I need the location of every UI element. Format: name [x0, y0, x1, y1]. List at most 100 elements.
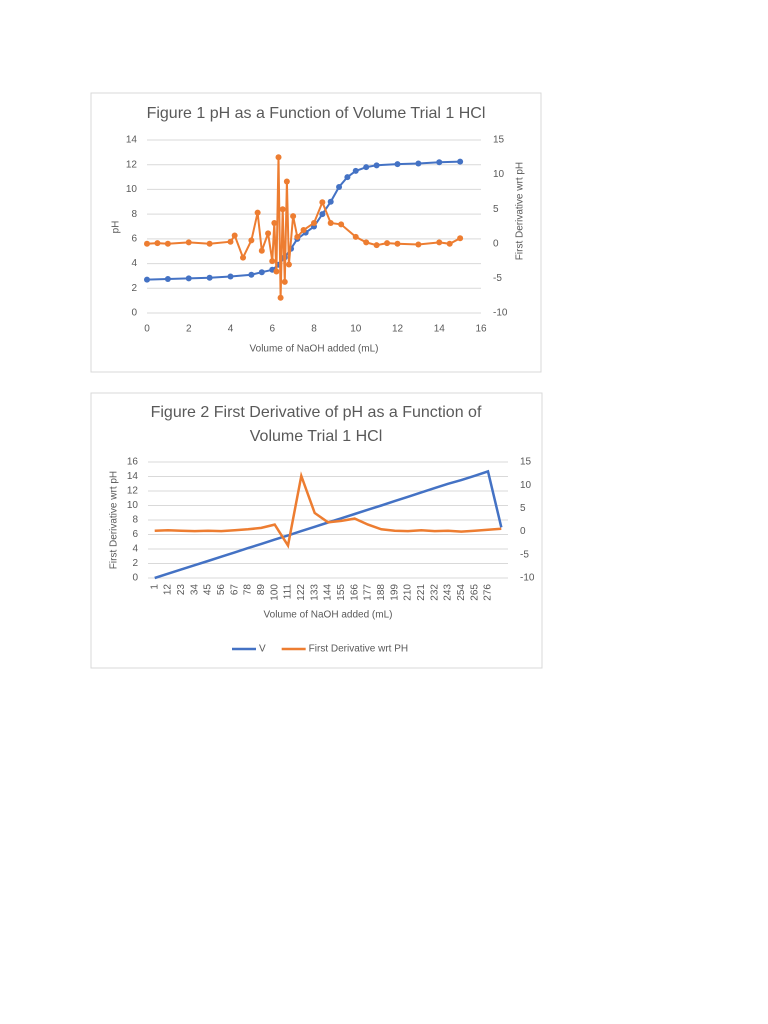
y-tick-label: 0: [132, 573, 138, 584]
point: [164, 240, 171, 247]
point: [363, 239, 370, 246]
y-tick-label: 2: [132, 558, 138, 569]
point: [154, 240, 161, 247]
point: [273, 268, 280, 275]
x-tick-label: 276: [483, 584, 494, 601]
x-tick-label: 8: [311, 324, 317, 335]
point: [231, 232, 238, 239]
point: [363, 164, 370, 171]
y2-tick-label: 0: [520, 526, 526, 537]
point: [446, 240, 453, 247]
y2-tick-label: 10: [493, 169, 505, 180]
point: [290, 213, 297, 220]
point: [436, 159, 443, 166]
x-tick-label: 10: [350, 324, 362, 335]
y-tick-label: 0: [131, 308, 137, 319]
chart-title: Figure 2 First Derivative of pH as a Fun…: [150, 404, 482, 445]
y-tick-label: 10: [127, 500, 139, 511]
y2-tick-label: -5: [493, 273, 502, 284]
point: [265, 230, 272, 237]
y2-axis-title: First Derivative wrt pH: [515, 162, 526, 260]
y2-tick-label: -10: [520, 573, 535, 584]
x-tick-label: 16: [475, 324, 487, 335]
y2-tick-label: 0: [493, 238, 499, 249]
x-tick-label: 100: [269, 584, 280, 601]
point: [327, 220, 334, 227]
point: [352, 167, 359, 174]
point: [338, 221, 345, 228]
point: [352, 233, 359, 240]
x-tick-label: 188: [376, 584, 387, 601]
point: [319, 199, 326, 206]
y-tick-label: 14: [126, 135, 138, 146]
point: [164, 276, 171, 283]
x-tick-label: 78: [243, 584, 254, 596]
legend-label: First Derivative wrt PH: [309, 644, 408, 655]
point: [373, 242, 380, 249]
x-axis-title: Volume of NaOH added (mL): [250, 344, 379, 355]
point: [240, 254, 247, 261]
point: [283, 178, 290, 185]
x-tick-label: 210: [403, 584, 414, 601]
x-tick-label: 155: [336, 584, 347, 601]
x-tick-label: 265: [469, 584, 480, 601]
point: [279, 206, 286, 213]
x-tick-label: 166: [349, 584, 360, 601]
x-tick-label: 0: [144, 324, 150, 335]
x-tick-label: 34: [189, 584, 200, 596]
point: [248, 271, 255, 278]
point: [300, 226, 307, 233]
point: [415, 241, 422, 248]
point: [258, 269, 265, 276]
x-tick-label: 254: [456, 584, 467, 601]
x-tick-label: 14: [434, 324, 446, 335]
legend-label: V: [259, 644, 266, 655]
x-tick-label: 111: [283, 584, 294, 600]
point: [415, 160, 422, 167]
point: [271, 220, 278, 227]
x-tick-label: 56: [216, 584, 227, 596]
x-tick-label: 221: [416, 584, 427, 601]
point: [144, 240, 150, 247]
point: [185, 239, 192, 246]
y-tick-label: 8: [132, 515, 138, 526]
point: [227, 273, 234, 280]
x-tick-label: 232: [429, 584, 440, 601]
point: [327, 198, 334, 205]
point: [277, 294, 284, 301]
x-tick-label: 177: [363, 584, 374, 601]
x-tick-label: 243: [443, 584, 454, 601]
x-tick-label: 23: [176, 584, 187, 596]
point: [281, 278, 288, 285]
y2-tick-label: -10: [493, 308, 508, 319]
y-tick-label: 4: [132, 544, 138, 555]
y-tick-label: 8: [131, 209, 137, 220]
chart-title: Figure 1 pH as a Function of Volume Tria…: [146, 105, 486, 122]
y-tick-label: 4: [131, 258, 137, 269]
x-tick-label: 199: [389, 584, 400, 601]
x-tick-label: 1: [149, 584, 160, 590]
series-line: [154, 471, 502, 549]
point: [384, 240, 391, 247]
point: [144, 276, 150, 283]
y2-tick-label: 10: [520, 480, 532, 491]
point: [269, 258, 276, 265]
point: [248, 237, 255, 244]
point: [319, 211, 326, 218]
point: [294, 233, 301, 240]
x-tick-label: 2: [186, 324, 192, 335]
x-tick-label: 12: [392, 324, 404, 335]
y2-tick-label: 15: [520, 457, 532, 468]
x-tick-label: 4: [228, 324, 234, 335]
y-tick-label: 16: [127, 457, 139, 468]
y-tick-label: 2: [131, 283, 137, 294]
x-axis-title: Volume of NaOH added (mL): [264, 610, 393, 621]
point: [185, 275, 192, 282]
point: [436, 239, 443, 246]
y2-tick-label: 5: [520, 503, 526, 514]
x-tick-label: 67: [229, 584, 240, 596]
x-tick-label: 12: [163, 584, 174, 596]
x-tick-label: 6: [269, 324, 275, 335]
